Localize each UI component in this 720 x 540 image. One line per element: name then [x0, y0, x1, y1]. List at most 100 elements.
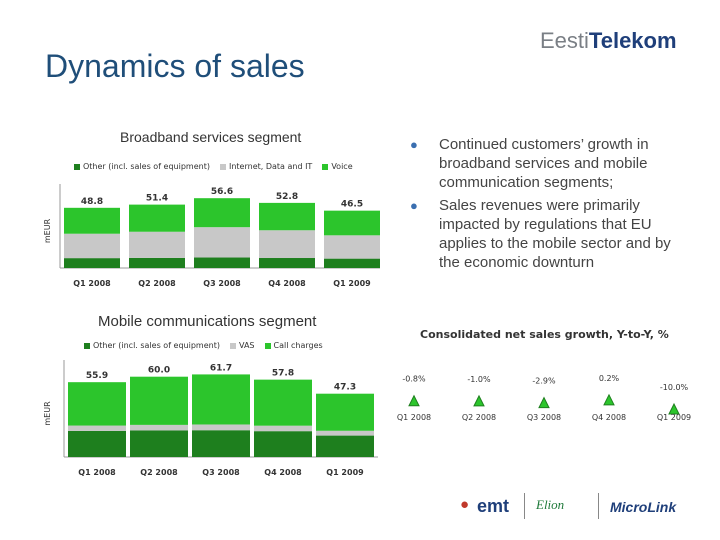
x-tick-label: Q4 2008	[264, 468, 302, 477]
bar-total-label: 52.8	[276, 192, 298, 202]
bar-segment	[259, 202, 315, 231]
legend-swatch	[322, 163, 329, 170]
growth-value-label: 0.2%	[599, 374, 620, 383]
mobile-chart: mEUR 55.9 Q1 2008 60.0 Q2 2008 61.7 Q3 2008 57.…	[43, 360, 378, 477]
bar-segment	[254, 379, 312, 426]
growth-value-label: -0.8%	[402, 375, 426, 384]
x-tick-label: Q4 2008	[268, 279, 306, 288]
legend-label: Internet, Data and IT	[228, 162, 313, 171]
legend-swatch	[219, 163, 226, 170]
x-tick-label: Q3 2008	[527, 413, 561, 422]
bar-segment	[68, 382, 126, 426]
bar-segment	[130, 430, 188, 457]
bar-segment	[254, 431, 312, 457]
elion-logo: Elion	[536, 497, 565, 512]
x-tick-label: Q4 2008	[592, 413, 626, 422]
growth-chart: -0.8% Q1 2008 -1.0% Q2 2008 -2.9% Q3 2008 0.2%…	[397, 374, 691, 422]
bar-total-label: 56.6	[211, 187, 233, 197]
mobile-legend: Other (incl. sales of equipment) VAS Cal…	[84, 341, 323, 350]
legend-item: Voice	[322, 162, 353, 171]
bar-segment	[130, 424, 188, 431]
legend-label: Other (incl. sales of equipment)	[93, 341, 220, 350]
bullet-dot-icon: ●	[410, 137, 418, 152]
legend-item: Call charges	[264, 341, 323, 350]
bar-segment	[316, 430, 374, 436]
growth-marker-icon	[408, 394, 420, 407]
bullet-text: Continued customers’ growth in broadband…	[439, 136, 649, 191]
bullet-dot-icon: ●	[410, 198, 418, 213]
bar-total-label: 51.4	[146, 194, 168, 204]
bar-segment	[68, 430, 126, 457]
legend-swatch	[74, 163, 80, 170]
broadband-chart: mEUR 48.8 Q1 2008 51.4 Q2 2008 56.6 Q3 2008 52.…	[43, 184, 380, 288]
bar-segment	[259, 258, 315, 268]
bar-segment	[64, 233, 120, 259]
bar-total-label: 48.8	[81, 197, 103, 207]
broadband-legend: Other (incl. sales of equipment) Interne…	[74, 162, 353, 171]
page-title: Dynamics of sales	[45, 48, 305, 84]
legend-item: Other (incl. sales of equipment)	[84, 341, 220, 350]
bar-segment	[192, 424, 250, 431]
x-tick-label: Q1 2009	[333, 279, 371, 288]
bar-segment	[324, 235, 380, 259]
bar-segment	[192, 374, 250, 425]
legend-item: Other (incl. sales of equipment)	[74, 162, 210, 171]
bar-segment	[194, 257, 250, 268]
bar-segment	[130, 376, 188, 425]
x-tick-label: Q1 2009	[326, 468, 364, 477]
bullet-list: ● Continued customers’ growth in broadban…	[410, 135, 690, 276]
bar-segment	[194, 198, 250, 228]
emt-logo-icon: ●	[460, 496, 470, 513]
bar-segment	[129, 257, 185, 268]
brand-part2: Telekom	[588, 28, 677, 53]
bar-total-label: 46.5	[341, 200, 363, 210]
bullet-item: ● Continued customers’ growth in broadban…	[410, 135, 690, 192]
growth-value-label: -2.9%	[532, 377, 556, 386]
bullet-item: ● Sales revenues were primarily impacted …	[410, 196, 690, 272]
bar-segment	[254, 425, 312, 432]
bar-segment	[64, 258, 120, 268]
legend-swatch	[264, 342, 271, 349]
y-axis-label: mEUR	[43, 218, 52, 243]
microlink-logo: MicroLink	[610, 499, 677, 515]
x-tick-label: Q3 2008	[202, 468, 240, 477]
y-axis-label: mEUR	[43, 401, 52, 426]
brand-part1: Eesti	[540, 28, 589, 53]
bar-segment	[324, 258, 380, 268]
x-tick-label: Q1 2008	[78, 468, 116, 477]
growth-marker-icon	[538, 396, 550, 409]
bar-segment	[316, 393, 374, 431]
bar-segment	[64, 207, 120, 234]
legend-label: VAS	[238, 341, 255, 350]
bar-segment	[68, 425, 126, 431]
bar-total-label: 61.7	[210, 363, 232, 373]
legend-item: VAS	[229, 341, 255, 350]
emt-logo: emt	[477, 496, 510, 516]
legend-swatch	[229, 342, 236, 349]
bar-segment	[129, 204, 185, 232]
logo-divider	[524, 493, 525, 519]
legend-label: Call charges	[273, 341, 323, 350]
growth-marker-icon	[473, 394, 485, 407]
growth-marker-icon	[668, 402, 680, 415]
x-tick-label: Q2 2008	[138, 279, 176, 288]
growth-value-label: -1.0%	[467, 375, 491, 384]
bar-segment	[324, 210, 380, 236]
bar-total-label: 47.3	[334, 383, 356, 393]
x-tick-label: Q1 2008	[73, 279, 111, 288]
bar-segment	[316, 435, 374, 457]
footer-logos: ● emt Elion MicroLink	[460, 493, 700, 523]
growth-marker-icon	[603, 393, 615, 406]
x-tick-label: Q1 2009	[657, 413, 691, 422]
growth-chart-title: Consolidated net sales growth, Y-to-Y, %	[420, 328, 669, 341]
eesti-telekom-logo: EestiTelekom	[540, 28, 677, 54]
bar-total-label: 57.8	[272, 369, 294, 379]
bar-segment	[194, 227, 250, 258]
x-tick-label: Q1 2008	[397, 413, 431, 422]
x-tick-label: Q3 2008	[203, 279, 241, 288]
legend-swatch	[84, 342, 90, 349]
bar-segment	[192, 430, 250, 457]
mobile-chart-title: Mobile communications segment	[98, 313, 317, 330]
logo-divider	[598, 493, 599, 519]
legend-item: Internet, Data and IT	[219, 162, 313, 171]
